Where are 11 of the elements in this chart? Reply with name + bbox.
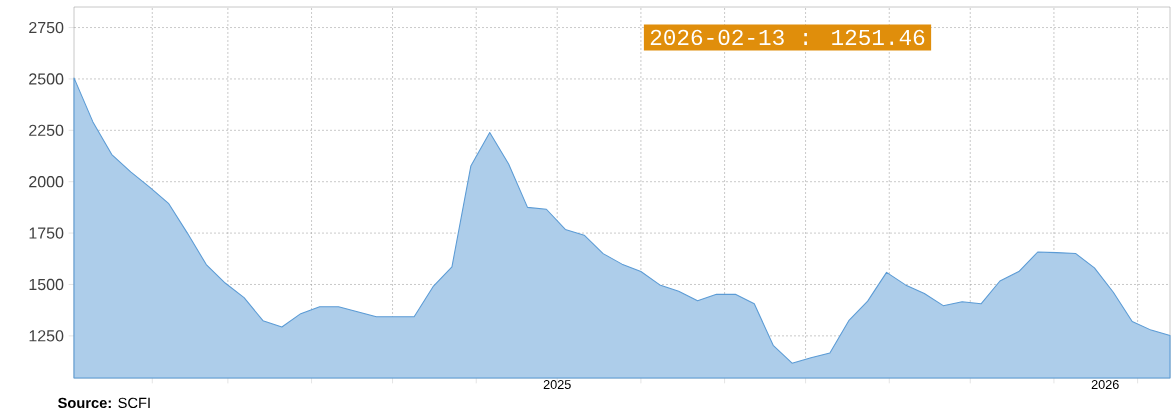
x-tick-label: 2026 bbox=[1091, 380, 1119, 390]
y-tick-label: 2000 bbox=[29, 176, 64, 188]
y-tick-label: 2750 bbox=[29, 21, 64, 34]
text: Source: SCFI bbox=[58, 397, 150, 409]
y-tick-label: 1250 bbox=[29, 330, 64, 342]
y-tick-label: 1500 bbox=[29, 278, 64, 291]
y-tick-label: 2500 bbox=[29, 73, 64, 85]
x-tick-label: 2025 bbox=[543, 380, 571, 390]
annotation: 2026-02-13 : 1251.46 bbox=[650, 29, 925, 46]
y-tick-label: 2250 bbox=[29, 124, 64, 136]
y-tick-label: 1750 bbox=[29, 227, 64, 239]
